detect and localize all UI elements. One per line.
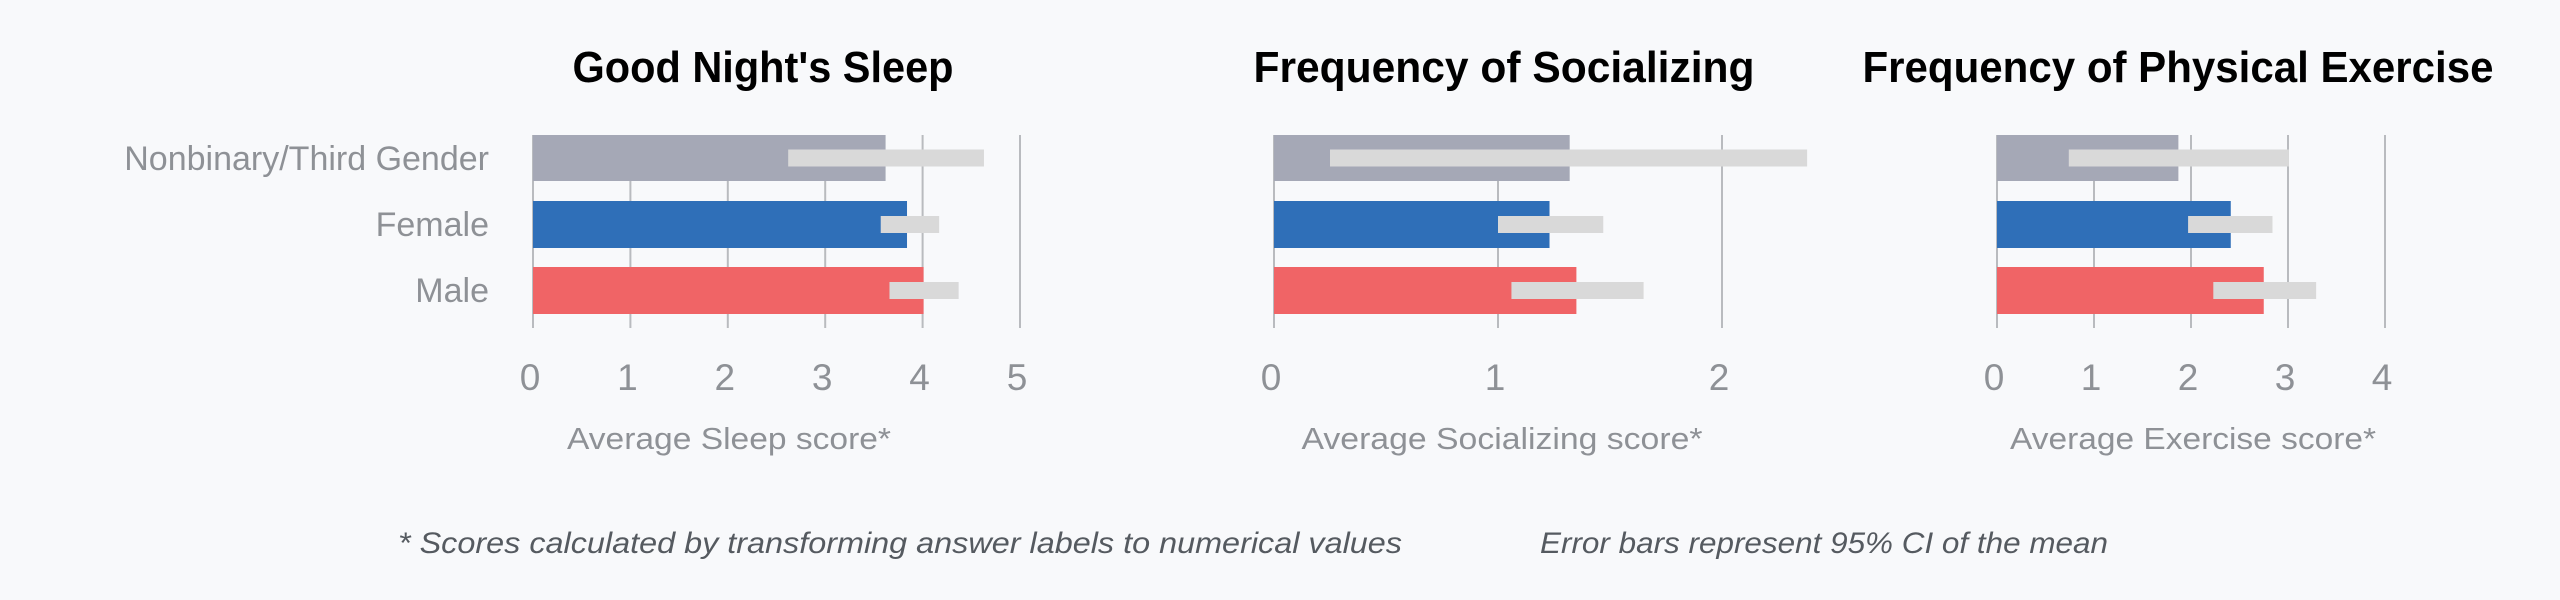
tick-label: 2 xyxy=(1709,357,1730,398)
category-label: Nonbinary/Third Gender xyxy=(124,140,489,178)
bar xyxy=(533,267,924,314)
tick-label: 4 xyxy=(2372,357,2393,398)
axis-title: Average Exercise score* xyxy=(2010,421,2376,456)
tick-label: 2 xyxy=(2178,357,2199,398)
axis-title: Average Sleep score* xyxy=(567,421,891,456)
category-labels: Nonbinary/Third Gender Female Male xyxy=(124,140,489,310)
tick-label: 3 xyxy=(2275,357,2296,398)
footnote-scores: * Scores calculated by transforming answ… xyxy=(398,527,1402,560)
tick-label: 2 xyxy=(715,357,736,398)
tick-label: 0 xyxy=(520,357,541,398)
footnote-error-bars: Error bars represent 95% CI of the mean xyxy=(1540,527,2108,560)
tick-label: 1 xyxy=(1485,357,1506,398)
tick-label: 1 xyxy=(2081,357,2102,398)
error-bar xyxy=(788,149,984,167)
tick-label: 4 xyxy=(909,357,930,398)
error-bar xyxy=(1498,216,1604,233)
error-bar xyxy=(2068,149,2289,167)
tick-label: 1 xyxy=(617,357,638,398)
chart-title: Good Night's Sleep xyxy=(573,43,954,92)
axis-title: Average Socializing score* xyxy=(1302,421,1703,456)
error-bar xyxy=(2213,282,2317,299)
chart-title: Frequency of Physical Exercise xyxy=(1863,43,2494,92)
tick-label: 0 xyxy=(1261,357,1282,398)
chart-title: Frequency of Socializing xyxy=(1254,43,1755,92)
error-bar xyxy=(2188,216,2273,233)
chart-panel: Frequency of Physical Exercise 0 1 2 3 4 Avera… xyxy=(1863,43,2494,456)
tick-label: 5 xyxy=(1007,357,1028,398)
error-bar xyxy=(1330,149,1808,167)
footnotes: * Scores calculated by transforming answ… xyxy=(398,527,2108,560)
error-bar xyxy=(1511,282,1644,299)
error-bar xyxy=(889,282,959,299)
chart-panel: Good Night's Sleep 0 1 2 3 4 5 Average Sleep sc… xyxy=(520,43,1028,456)
error-bar xyxy=(880,216,940,233)
tick-label: 3 xyxy=(812,357,833,398)
category-label: Female xyxy=(376,206,489,244)
tick-label: 0 xyxy=(1984,357,2005,398)
category-label: Male xyxy=(415,272,489,310)
bar xyxy=(533,201,908,248)
